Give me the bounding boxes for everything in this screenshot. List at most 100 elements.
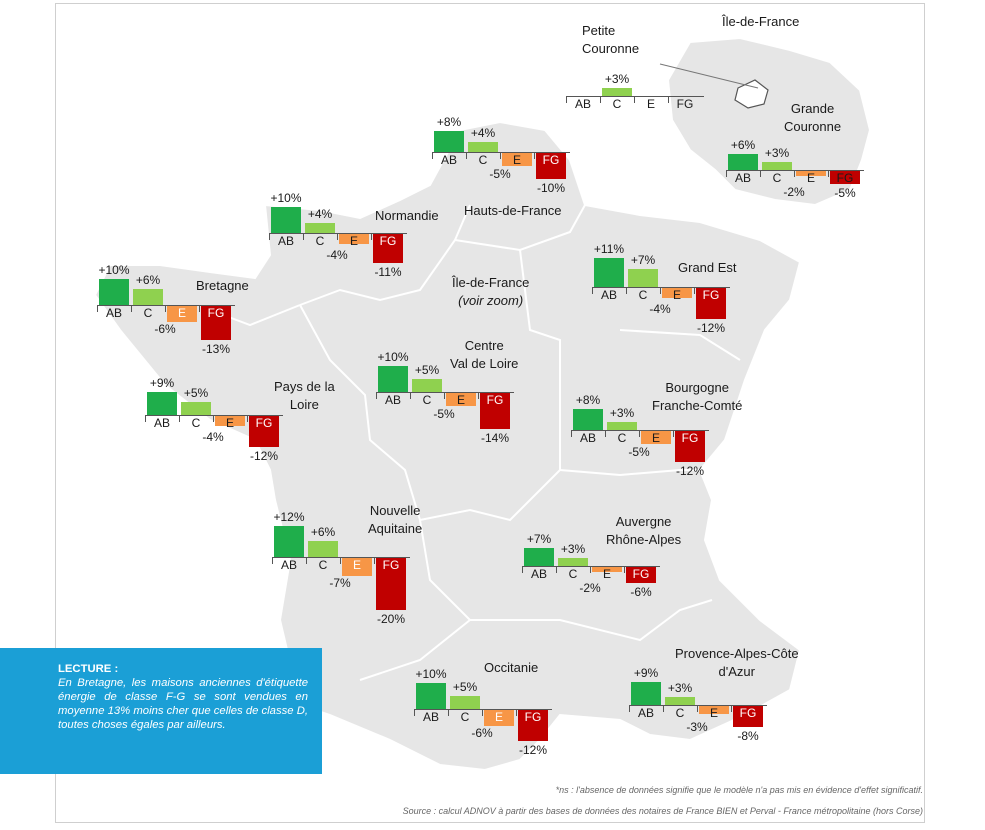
ile-de-france-zoom-shape [666,36,872,207]
tick [179,415,180,422]
value-label-c: +3% [764,146,790,161]
paca-line1: Provence-Alpes-Côte [675,646,799,661]
category-label-e: E [672,288,681,302]
pays-de-la-loire-line1: Pays de la [274,379,335,394]
category-label-e: E [225,416,234,430]
bar-fg [480,393,510,430]
tick [303,233,304,240]
centre-line1: Centre [464,338,504,353]
value-label-e: -4% [202,430,224,444]
centre-line2: Val de Loire [450,356,519,371]
category-label-fg: FG [632,567,650,581]
centre-label: Centre Val de Loire [450,337,518,373]
tick [668,96,669,103]
category-label-fg: FG [676,97,694,111]
nouvelle-aquitaine-line2: Aquitaine [368,521,423,536]
tick [272,557,273,564]
grande-couronne-label: Grande Couronne [784,100,841,136]
baseline [432,152,570,153]
tick [448,709,449,716]
category-label-fg: FG [836,171,854,185]
paca-label: Provence-Alpes-Côte d'Azur [675,645,799,681]
tick [213,415,214,422]
value-label-ab: +10% [270,191,302,205]
value-label-fg: -20% [376,612,405,626]
bar-e [446,393,476,406]
value-label-e: -2% [579,581,601,595]
tick [639,430,640,437]
value-label-ab: +12% [273,509,305,524]
lecture-title: LECTURE : [58,663,119,675]
value-label-fg: -5% [834,186,856,200]
bar-ab [631,681,661,705]
value-label-e: -5% [628,445,650,459]
bar-e [662,288,692,299]
petite-couronne-line2: Couronne [582,41,640,56]
bar-c [308,541,338,557]
tick [199,305,200,312]
bar-fg [536,153,566,179]
auvergne-line2: Rhône-Alpes [606,532,682,547]
value-label-fg: -10% [536,181,565,195]
category-label-c: C [568,567,578,581]
tick [697,705,698,712]
category-label-c: C [318,558,328,572]
value-label-ab: +8% [436,115,462,130]
category-label-c: C [422,393,432,407]
bar-c [305,222,335,233]
figure-frame [55,3,925,823]
bar-e [796,171,826,177]
tick [466,152,467,159]
tick [165,305,166,312]
baseline [376,392,514,393]
tick [556,566,557,573]
pays-de-la-loire-line2: Loire [289,397,319,412]
bar-e [339,234,369,245]
hauts-de-france-label: Hauts-de-France [464,203,562,218]
category-label-e: E [602,567,611,581]
tick [634,96,635,103]
region-borders [209,204,741,681]
category-label-c: C [315,234,325,248]
tick [534,152,535,159]
bar-e [484,710,514,726]
bar-c [133,289,163,305]
tick [371,233,372,240]
bar-ab [416,683,446,709]
auvergne-label: Auvergne Rhône-Alpes [606,513,681,549]
idf-center-label: Île-de-France (voir zoom) [452,274,529,310]
value-label-fg: -12% [675,464,704,479]
category-label-fg: FG [542,153,560,167]
bar-e [215,416,245,427]
category-label-e: E [646,97,655,111]
value-label-c: +5% [183,386,209,400]
value-label-ab: +9% [633,665,659,680]
normandie-label: Normandie [375,208,439,223]
category-label-fg: FG [255,416,273,430]
grand-est-label: Grand Est [678,260,737,275]
tick [478,392,479,399]
bar-fg [675,431,705,463]
idf-center-line1: Île-de-France [452,275,530,290]
baseline [97,305,235,306]
tick [794,170,795,177]
bar-e [342,558,372,577]
pays-de-la-loire-label: Pays de la Loire [274,378,335,414]
grande-couronne-line2: Couronne [784,119,842,134]
value-label-e: -5% [433,407,455,421]
category-label-ab: AB [530,567,547,581]
value-label-fg: -8% [737,728,759,743]
tick [410,392,411,399]
value-label-e: -5% [489,167,511,181]
tick [337,233,338,240]
bar-ab [594,258,624,287]
tick [624,566,625,573]
tick [500,152,501,159]
category-label-fg: FG [486,393,504,407]
bar-fg [696,288,726,320]
category-label-c: C [478,153,488,167]
bar-e [699,706,729,714]
tick [663,705,664,712]
value-label-ab: +10% [98,263,130,277]
bar-fg [376,558,406,610]
